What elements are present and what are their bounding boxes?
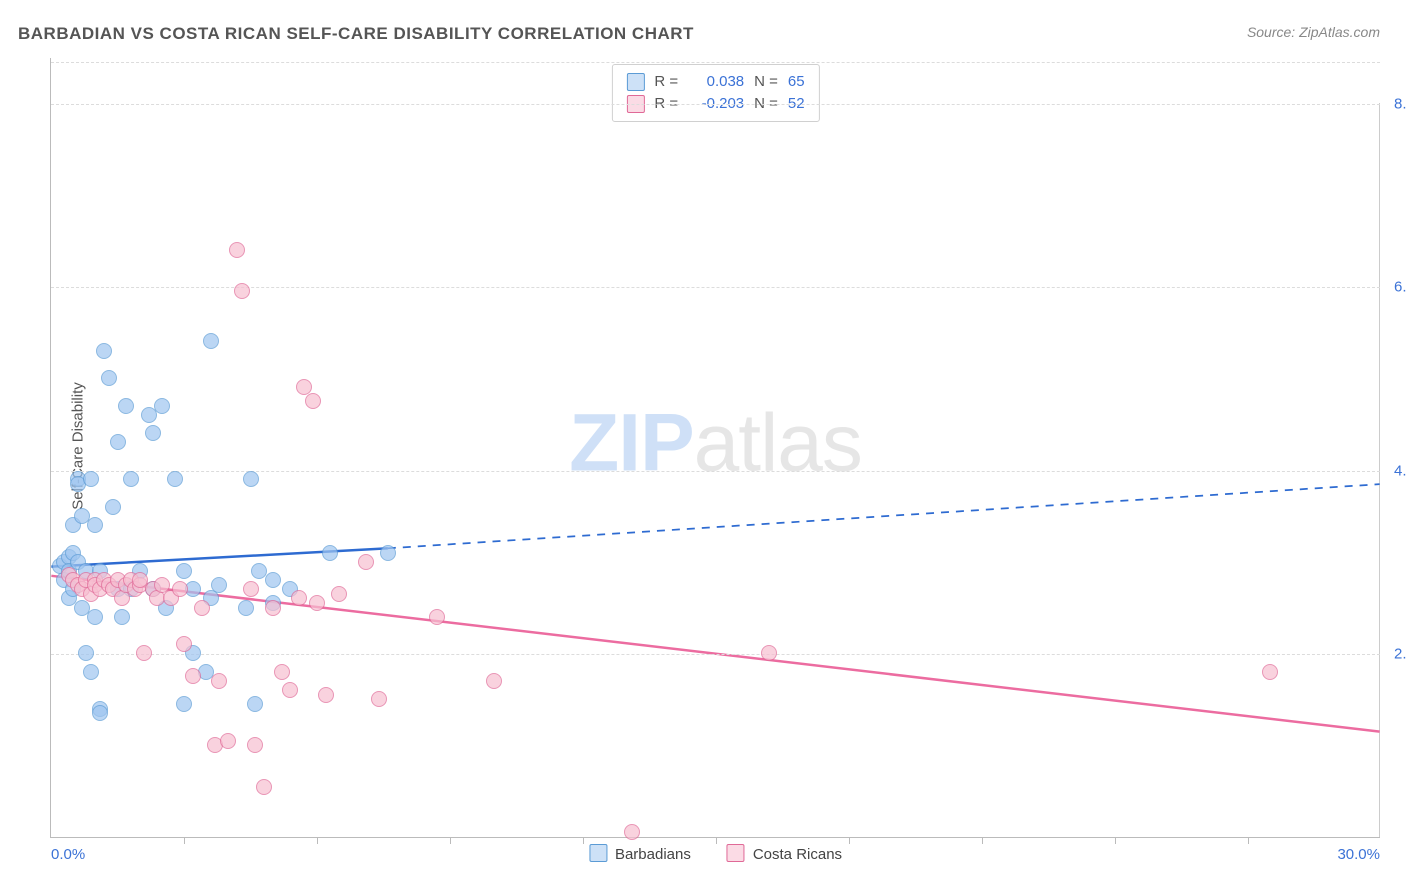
scatter-point	[96, 343, 112, 359]
gridline	[51, 654, 1380, 655]
scatter-point	[265, 572, 281, 588]
scatter-point	[211, 577, 227, 593]
scatter-point	[229, 242, 245, 258]
scatter-point	[243, 471, 259, 487]
gridline	[51, 62, 1380, 63]
y-tick-label: 6.0%	[1384, 279, 1406, 296]
gridline	[51, 104, 1380, 105]
scatter-point	[123, 471, 139, 487]
scatter-point	[1262, 664, 1278, 680]
scatter-point	[282, 682, 298, 698]
scatter-point	[83, 471, 99, 487]
scatter-point	[234, 283, 250, 299]
scatter-point	[265, 600, 281, 616]
scatter-point	[761, 645, 777, 661]
scatter-point	[194, 600, 210, 616]
stats-r-value-series1: 0.038	[688, 71, 744, 93]
scatter-point	[331, 586, 347, 602]
scatter-point	[118, 398, 134, 414]
scatter-point	[203, 333, 219, 349]
scatter-point	[371, 691, 387, 707]
x-tick	[583, 837, 584, 844]
stats-n-label: N =	[754, 71, 778, 93]
legend-swatch-series2	[727, 844, 745, 862]
source-attribution: Source: ZipAtlas.com	[1247, 24, 1380, 40]
scatter-point	[167, 471, 183, 487]
scatter-point	[220, 733, 236, 749]
legend-item-series2: Costa Ricans	[727, 844, 842, 863]
scatter-point	[247, 737, 263, 753]
scatter-point	[154, 398, 170, 414]
gridline	[51, 287, 1380, 288]
scatter-point	[486, 673, 502, 689]
trend-line-dashed	[388, 484, 1380, 548]
scatter-point	[238, 600, 254, 616]
scatter-point	[172, 581, 188, 597]
scatter-point	[92, 705, 108, 721]
scatter-point	[83, 664, 99, 680]
legend-label-series2: Costa Ricans	[753, 846, 842, 863]
scatter-point	[176, 696, 192, 712]
x-tick	[982, 837, 983, 844]
scatter-point	[305, 393, 321, 409]
scatter-point	[318, 687, 334, 703]
scatter-point	[211, 673, 227, 689]
scatter-point	[247, 696, 263, 712]
scatter-point	[291, 590, 307, 606]
x-tick	[450, 837, 451, 844]
scatter-point	[256, 779, 272, 795]
scatter-point	[243, 581, 259, 597]
scatter-point	[624, 824, 640, 840]
stats-n-value-series1: 65	[788, 71, 805, 93]
chart-container: BARBADIAN VS COSTA RICAN SELF-CARE DISAB…	[0, 0, 1406, 892]
scatter-point	[87, 517, 103, 533]
scatter-point	[309, 595, 325, 611]
scatter-point	[145, 425, 161, 441]
chart-title: BARBADIAN VS COSTA RICAN SELF-CARE DISAB…	[18, 24, 694, 44]
legend-swatch-series1	[589, 844, 607, 862]
stats-r-label: R =	[654, 71, 678, 93]
x-tick	[849, 837, 850, 844]
scatter-point	[114, 609, 130, 625]
x-tick	[317, 837, 318, 844]
legend-label-series1: Barbadians	[615, 846, 691, 863]
x-tick	[1248, 837, 1249, 844]
scatter-point	[110, 434, 126, 450]
scatter-point	[322, 545, 338, 561]
plot-area: ZIPatlas R = 0.038 N = 65 R = -0.203 N =…	[50, 58, 1380, 838]
scatter-point	[101, 370, 117, 386]
x-tick	[1115, 837, 1116, 844]
legend-bottom: Barbadians Costa Ricans	[589, 844, 842, 863]
y-tick-label: 4.0%	[1384, 462, 1406, 479]
y-tick-label: 8.0%	[1384, 95, 1406, 112]
scatter-point	[358, 554, 374, 570]
x-axis-min-label: 0.0%	[51, 846, 85, 863]
scatter-point	[274, 664, 290, 680]
y-tick-label: 2.0%	[1384, 646, 1406, 663]
stats-swatch-series1	[626, 73, 644, 91]
scatter-point	[185, 668, 201, 684]
scatter-point	[429, 609, 445, 625]
stats-row-series1: R = 0.038 N = 65	[626, 71, 804, 93]
scatter-point	[176, 563, 192, 579]
scatter-point	[105, 499, 121, 515]
scatter-point	[78, 645, 94, 661]
stats-box: R = 0.038 N = 65 R = -0.203 N = 52	[611, 64, 819, 122]
scatter-point	[380, 545, 396, 561]
x-tick	[184, 837, 185, 844]
x-axis-max-label: 30.0%	[1337, 846, 1380, 863]
x-tick	[716, 837, 717, 844]
trend-lines-layer	[51, 58, 1380, 837]
scatter-point	[176, 636, 192, 652]
scatter-point	[136, 645, 152, 661]
scatter-point	[87, 609, 103, 625]
legend-item-series1: Barbadians	[589, 844, 691, 863]
